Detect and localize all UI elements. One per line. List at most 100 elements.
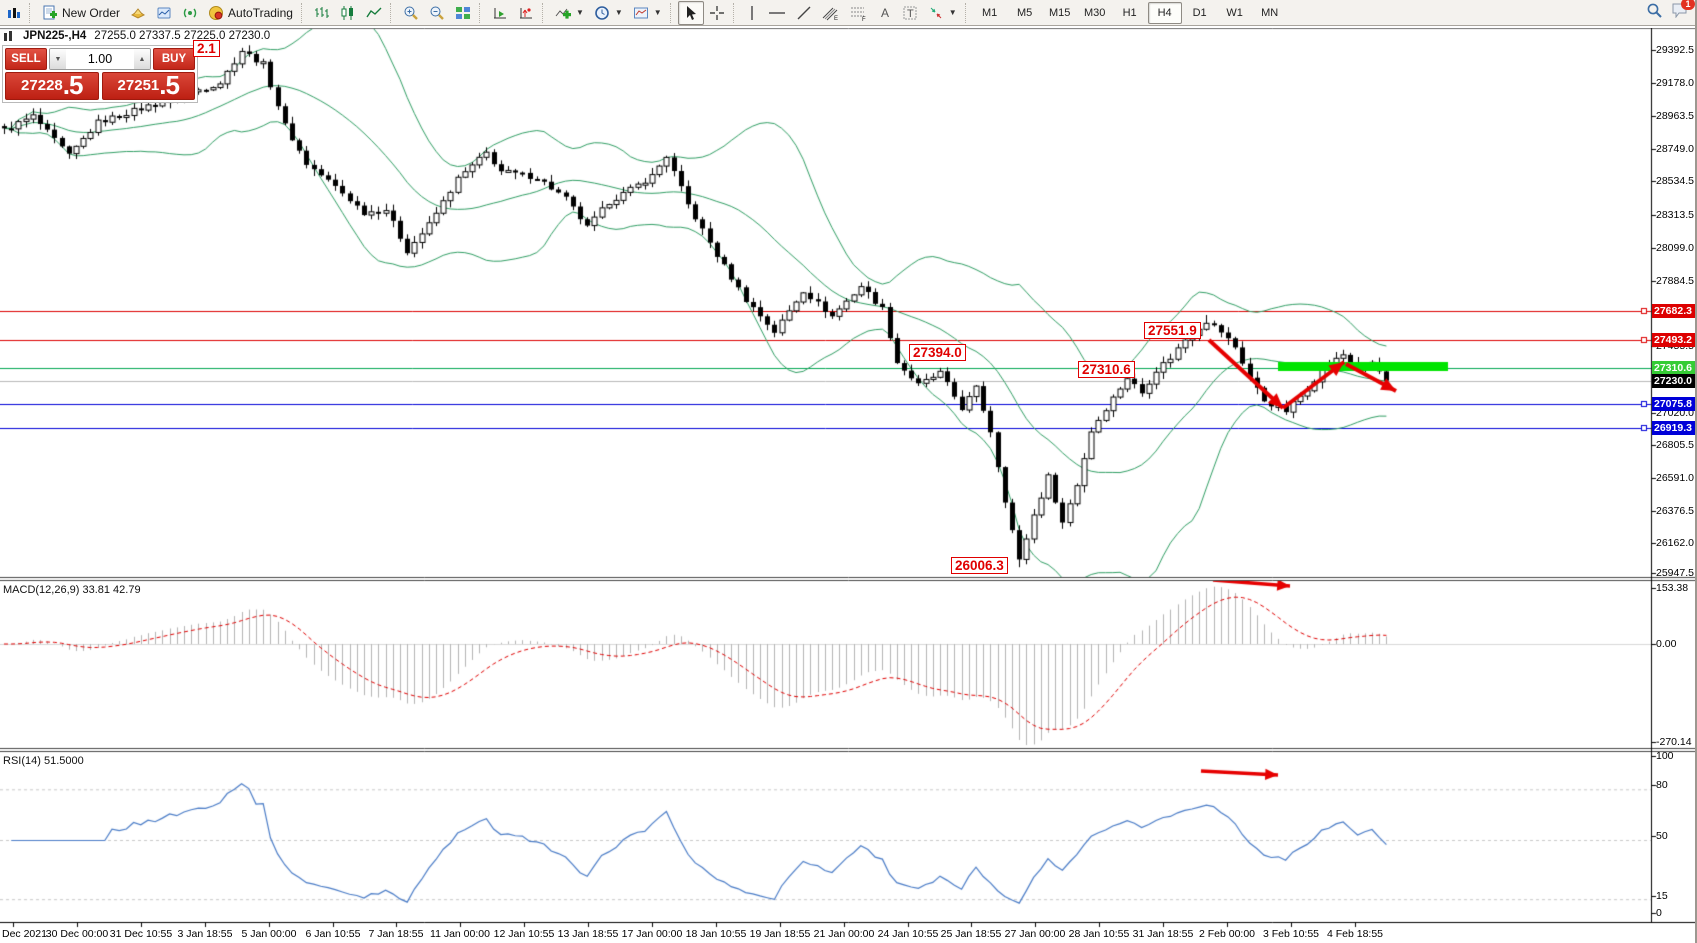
autoscroll-button[interactable] bbox=[487, 1, 513, 25]
timeframe-button-m1[interactable]: M1 bbox=[982, 6, 998, 19]
periods-icon bbox=[595, 5, 609, 20]
toolbar-separator bbox=[29, 2, 34, 23]
hline-tool-button[interactable] bbox=[763, 1, 791, 25]
toolbar-separator bbox=[389, 2, 395, 23]
new-order-label: New Order bbox=[62, 5, 121, 20]
chart-area[interactable] bbox=[0, 28, 1697, 943]
chart-symbol-period: JPN225-,H4 bbox=[23, 30, 87, 42]
fibo-icon: F bbox=[850, 7, 866, 21]
indicators-button[interactable]: ▼ bbox=[550, 1, 589, 25]
timeframe-button-h1[interactable]: H1 bbox=[1122, 6, 1137, 19]
volume-input[interactable] bbox=[66, 49, 134, 69]
periods-button[interactable]: ▼ bbox=[589, 1, 628, 25]
price-annotation[interactable]: 27394.0 bbox=[909, 344, 966, 361]
autoscroll-icon bbox=[493, 7, 506, 18]
macd-label: MACD(12,26,9) 33.81 42.79 bbox=[3, 584, 141, 596]
timeframe-button-w1[interactable]: W1 bbox=[1226, 6, 1243, 19]
time-axis-label: 13 Jan 18:55 bbox=[557, 928, 619, 940]
window-icon[interactable] bbox=[2, 1, 26, 25]
channel-tool-button[interactable]: E bbox=[817, 1, 845, 25]
experts-button[interactable] bbox=[125, 1, 151, 25]
toolbar-separator bbox=[300, 2, 306, 23]
sell-price[interactable]: 27228 .5 bbox=[5, 72, 99, 100]
bar-chart-button[interactable] bbox=[309, 1, 335, 25]
trendline-tool-button[interactable] bbox=[791, 1, 817, 25]
arrows-tool-button[interactable]: ▼ bbox=[923, 1, 962, 25]
notifications-button[interactable]: 1 bbox=[1671, 0, 1695, 23]
chart-window-icon bbox=[4, 31, 12, 41]
timeframe-button-m30[interactable]: M30 bbox=[1083, 6, 1106, 19]
channel-icon: E bbox=[822, 7, 838, 21]
chart-ohlc-values: 27255.0 27337.5 27225.0 27230.0 bbox=[94, 30, 271, 42]
time-axis-label: 18 Jan 10:55 bbox=[685, 928, 747, 940]
toolbar-separator bbox=[964, 2, 970, 23]
templates-button[interactable]: ▼ bbox=[628, 1, 667, 25]
bar-chart-icon bbox=[314, 6, 329, 18]
chevron-down-icon: ▼ bbox=[575, 8, 584, 17]
search-icon bbox=[1647, 3, 1662, 18]
timeframe-toolbar: M1 M5 M15 M30 H1 H4 D1 W1 MN bbox=[973, 1, 1287, 24]
sell-button[interactable]: SELL bbox=[5, 48, 47, 70]
rsi-axis-tick: 80 bbox=[1656, 779, 1668, 791]
line-chart-button[interactable] bbox=[361, 1, 387, 25]
vline-tool-button[interactable] bbox=[741, 1, 763, 25]
search-button[interactable] bbox=[1646, 2, 1663, 24]
toolbar-separator bbox=[732, 2, 738, 23]
new-order-button[interactable]: New Order bbox=[37, 1, 125, 25]
chart-shift-button[interactable] bbox=[513, 1, 539, 25]
tile-windows-icon bbox=[455, 6, 470, 19]
zoom-out-button[interactable] bbox=[424, 1, 450, 25]
text-tool-button[interactable]: A bbox=[873, 1, 897, 25]
candle-chart-button[interactable] bbox=[335, 1, 361, 25]
crosshair-tool-button[interactable] bbox=[704, 1, 730, 25]
toolbar-separator bbox=[478, 2, 484, 23]
time-axis-label: 24 Jan 10:55 bbox=[877, 928, 939, 940]
signals-button[interactable] bbox=[177, 1, 203, 25]
price-level-label: 27310.6 bbox=[1652, 361, 1695, 375]
zoom-in-button[interactable] bbox=[398, 1, 424, 25]
crosshair-icon bbox=[709, 5, 724, 20]
text-icon: A bbox=[881, 6, 889, 20]
price-axis-tick: 29392.5 bbox=[1656, 44, 1694, 56]
fibonacci-tool-button[interactable]: F bbox=[845, 1, 873, 25]
time-axis-label: 12 Jan 10:55 bbox=[493, 928, 555, 940]
rsi-axis-tick: 50 bbox=[1656, 830, 1668, 842]
timeframe-button-d1[interactable]: D1 bbox=[1192, 6, 1207, 19]
svg-text:F: F bbox=[862, 17, 866, 21]
toolbar-separator bbox=[541, 2, 547, 23]
price-axis-tick: 28963.5 bbox=[1656, 110, 1694, 122]
buy-price-main: 27251 bbox=[117, 77, 160, 94]
timeframe-button-h4[interactable]: H4 bbox=[1147, 1, 1182, 24]
notification-badge: 1 bbox=[1681, 0, 1695, 10]
price-axis-tick: 29178.0 bbox=[1656, 77, 1694, 89]
buy-button[interactable]: BUY bbox=[153, 48, 195, 70]
buy-price[interactable]: 27251 .5 bbox=[101, 72, 195, 100]
time-axis-label: 21 Jan 00:00 bbox=[813, 928, 875, 940]
autotrading-button[interactable]: AutoTrading bbox=[203, 1, 298, 25]
tile-windows-button[interactable] bbox=[450, 1, 476, 25]
price-annotation[interactable]: 2.1 bbox=[193, 40, 220, 57]
price-axis-tick: 25947.5 bbox=[1656, 567, 1694, 579]
rsi-axis-tick: 0 bbox=[1656, 907, 1662, 919]
price-annotation[interactable]: 27551.9 bbox=[1144, 322, 1201, 339]
hline-icon bbox=[768, 11, 785, 14]
text-label-tool-button[interactable]: T bbox=[897, 1, 923, 25]
volume-decrease-button[interactable]: ▼ bbox=[50, 49, 66, 69]
time-axis-label: 30 Dec 00:00 bbox=[45, 928, 109, 940]
volume-increase-button[interactable]: ▲ bbox=[134, 49, 150, 69]
svg-text:A: A bbox=[881, 6, 889, 20]
chevron-down-icon: ▼ bbox=[948, 8, 957, 17]
volume-stepper: ▼ ▲ bbox=[49, 48, 151, 70]
time-axis-label: 3 Feb 10:55 bbox=[1262, 928, 1320, 940]
macd-axis-tick: 0.00 bbox=[1656, 638, 1677, 650]
price-annotation[interactable]: 26006.3 bbox=[951, 557, 1008, 574]
time-axis-label: 3 Jan 18:55 bbox=[177, 928, 233, 940]
tester-button[interactable] bbox=[151, 1, 177, 25]
timeframe-button-m15[interactable]: M15 bbox=[1048, 6, 1071, 19]
price-axis-tick: 27884.5 bbox=[1656, 275, 1694, 287]
cursor-tool-button[interactable] bbox=[677, 0, 704, 25]
timeframe-button-m5[interactable]: M5 bbox=[1017, 6, 1033, 19]
timeframe-button-mn[interactable]: MN bbox=[1261, 6, 1279, 19]
svg-text:E: E bbox=[834, 16, 838, 21]
price-annotation[interactable]: 27310.6 bbox=[1078, 361, 1135, 378]
